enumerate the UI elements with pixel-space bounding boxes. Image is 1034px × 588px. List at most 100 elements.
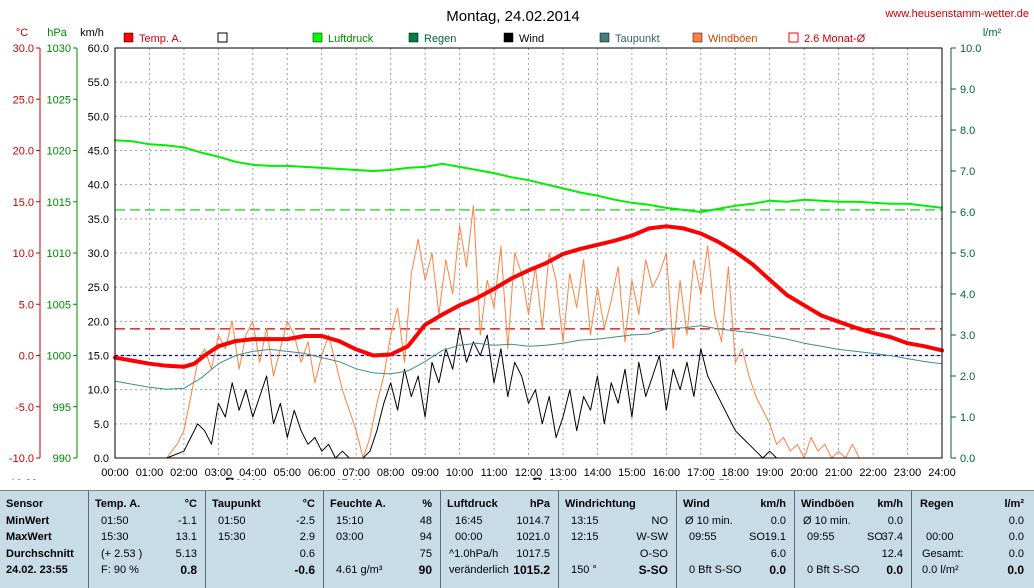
- legend-swatch: [123, 32, 134, 43]
- site-url[interactable]: www.heusenstamm-wetter.de: [884, 8, 1029, 20]
- plot-frame: [114, 47, 943, 459]
- moon-icon: [535, 479, 540, 480]
- x-tick-label: 16:00: [653, 467, 681, 479]
- row-label-avg: Durchschnitt: [6, 548, 74, 560]
- wind-tick-label: 60.0: [88, 43, 109, 55]
- dir-max-value: W-SW: [636, 531, 668, 543]
- press-unit-label: hPa: [47, 27, 67, 39]
- temp-min-value: -1.1: [178, 515, 197, 527]
- col-humidity: Feuchte A. % 15:10 48 03:00 94 75 4.61 g…: [324, 491, 441, 588]
- press-tick-label: 1015: [47, 197, 71, 209]
- x-tick-label: 23:00: [894, 467, 922, 479]
- temp-tick-label: 25.0: [13, 94, 34, 106]
- dir-degrees: 150 °: [571, 564, 597, 576]
- wind-current-value: 0.0: [769, 563, 786, 577]
- press-avg-value: 1017.5: [516, 548, 550, 560]
- rain-min-time: 00:00: [926, 531, 954, 543]
- dir-avg-value: O-SO: [639, 548, 668, 560]
- hum-min-time: 15:10: [336, 515, 364, 527]
- x-tick-label: 05:00: [274, 467, 302, 479]
- wind-beaufort: 0 Bft S-SO: [689, 564, 742, 576]
- col-dewpoint: Taupunkt °C 01:50 -2.5 15:30 2.9 0.6 -0.…: [206, 491, 324, 588]
- series-line: [114, 325, 943, 390]
- reference-lines: [115, 209, 942, 357]
- rain-tick-label: 3.0: [960, 330, 975, 342]
- dew-current-value: -0.6: [294, 563, 315, 577]
- rain-min-value: 0.0: [1008, 531, 1024, 543]
- press-header: Luftdruck: [447, 498, 498, 510]
- col-wind-direction: Windrichtung 13:15 NO 12:15 W-SW O-SO 15…: [559, 491, 677, 588]
- rain-avg-value: 0.0: [1008, 515, 1024, 527]
- x-tick-label: 08:00: [377, 467, 405, 479]
- wind-tick-label: 15.0: [88, 351, 109, 363]
- press-max-time: 00:00: [455, 531, 483, 543]
- wind-tick-label: 55.0: [88, 77, 109, 89]
- temp-tick-label: -5.0: [15, 402, 34, 414]
- x-tick-label: 20:00: [790, 467, 818, 479]
- press-current-value: 1015.2: [513, 563, 550, 577]
- gust-current-value: 0.0: [886, 563, 903, 577]
- sensor-header: Sensor: [6, 498, 44, 510]
- x-tick-label: 13:00: [549, 467, 577, 479]
- rain-tick-label: 1.0: [960, 412, 975, 424]
- temp-tick-label: 20.0: [13, 146, 34, 158]
- wind-tick-label: 50.0: [88, 111, 109, 123]
- legend-swatch: [788, 32, 799, 43]
- legend-label: Temp. A.: [139, 33, 182, 45]
- rain-tick-label: 9.0: [960, 84, 975, 96]
- legend-label: Wind: [519, 33, 544, 45]
- temp-avg-delta: (+ 2.53 ): [101, 548, 143, 560]
- x-tick-label: 14:00: [584, 467, 612, 479]
- press-tick-label: 1025: [47, 94, 71, 106]
- event-markers: 10:39 03:26 07:18 12:21 17:58: [10, 477, 731, 480]
- press-tick-label: 995: [53, 402, 71, 414]
- press-tick-label: 1000: [47, 351, 71, 363]
- wind-tick-label: 5.0: [94, 419, 109, 431]
- x-tick-label: 04:00: [239, 467, 267, 479]
- rain-total-label: Gesamt:: [922, 548, 964, 560]
- series-line: [114, 327, 943, 459]
- rain-header: Regen: [920, 498, 954, 510]
- gust-unit: km/h: [877, 498, 903, 510]
- dir-min-time: 13:15: [571, 515, 599, 527]
- axis-ticks: 00:00 01:00 02:00 03:00 04:00 05:00 06:00 07:00…: [9, 43, 982, 479]
- col-sensor: Sensor MinWert MaxWert Durchschnitt 24.0…: [0, 491, 89, 588]
- chart-series: [113, 139, 944, 459]
- x-tick-label: 06:00: [308, 467, 336, 479]
- rain-tick-label: 2.0: [960, 371, 975, 383]
- legend-swatch: [503, 32, 514, 43]
- temp-tick-label: 5.0: [19, 299, 34, 311]
- hum-unit: %: [422, 498, 432, 510]
- press-max-value: 1021.0: [516, 531, 550, 543]
- wind-header: Wind: [683, 498, 710, 510]
- wind-tick-label: 20.0: [88, 316, 109, 328]
- press-unit: hPa: [529, 498, 550, 510]
- temp-unit: °C: [184, 498, 197, 510]
- press-min-time: 16:45: [455, 515, 483, 527]
- x-tick-label: 24:00: [928, 467, 956, 479]
- temp-unit-label: °C: [16, 27, 28, 39]
- press-min-value: 1014.7: [516, 515, 550, 527]
- event-label: 03:26: [235, 478, 263, 480]
- wind-unit: km/h: [760, 498, 786, 510]
- gust-max-value: 37.4: [881, 531, 903, 543]
- wind-unit-label: km/h: [80, 27, 104, 39]
- col-wind: Wind km/h Ø 10 min. 0.0 09:55 SO 19.1 6.…: [677, 491, 795, 588]
- gust-avg-value: 12.4: [881, 548, 903, 560]
- rain-tick-label: 7.0: [960, 166, 975, 178]
- rain-tick-label: 10.0: [960, 43, 981, 55]
- legend-swatch: [692, 32, 703, 43]
- wind-tick-label: 45.0: [88, 146, 109, 158]
- rain-tick-label: 6.0: [960, 207, 975, 219]
- legend-swatch: [599, 32, 610, 43]
- rain-tick-label: 8.0: [960, 125, 975, 137]
- x-tick-label: 03:00: [205, 467, 233, 479]
- hum-max-value: 94: [419, 531, 432, 543]
- hum-current-value: 90: [418, 563, 432, 577]
- press-forecast: veränderlich: [449, 564, 509, 576]
- wind-tick-label: 25.0: [88, 282, 109, 294]
- wind-min-value: 0.0: [770, 515, 786, 527]
- event-label: 17:58: [703, 478, 731, 480]
- col-gust: Windböen km/h Ø 10 min. 0.0 09:55 SO 37.…: [795, 491, 912, 588]
- moon-icon: [533, 477, 541, 480]
